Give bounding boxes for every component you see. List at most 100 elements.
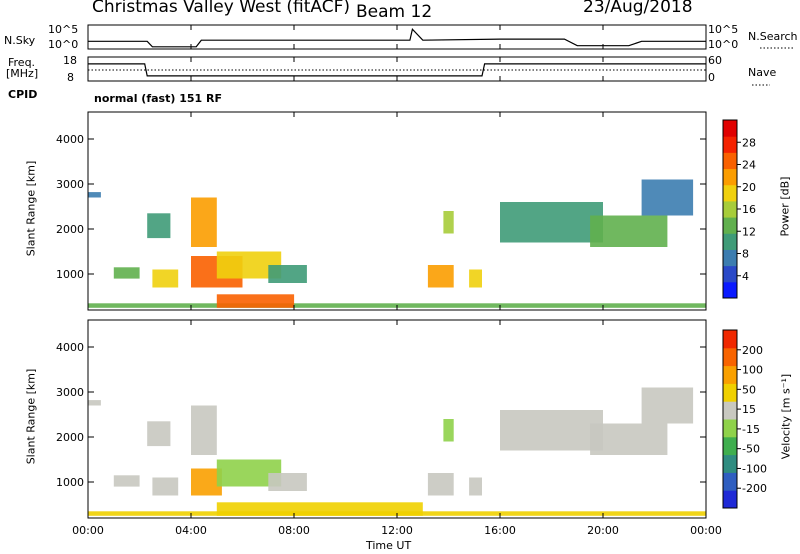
colorbar-label: -200 — [742, 482, 767, 495]
heat-cell-15 — [641, 179, 694, 216]
freq-unit-label: [MHz] — [6, 67, 39, 80]
colorbar-swatch — [723, 419, 737, 438]
colorbar-swatch — [723, 490, 737, 509]
colorbar-swatch — [723, 265, 737, 283]
velocity-colorbar: 200 100 50 15 -15 -50 -100 -200 — [722, 329, 767, 509]
colorbar-label: 24 — [742, 159, 756, 172]
colorbar-swatch — [723, 365, 737, 384]
y-tick-label: 2000 — [56, 431, 84, 444]
colorbar-frame — [722, 329, 738, 509]
noise-search-legend-line — [760, 47, 794, 49]
colorbar-label: 20 — [742, 181, 756, 194]
heat-cell-9 — [216, 502, 423, 516]
date-label: 23/Aug/2018 — [583, 0, 693, 17]
y-tick-label: 4000 — [56, 341, 84, 354]
heat-cell-14 — [590, 423, 668, 455]
heat-cell-1 — [113, 267, 140, 279]
power-heatmap — [88, 179, 706, 308]
colorbar-swatch — [723, 136, 737, 153]
colorbar-label: 100 — [742, 364, 763, 377]
heat-cell-4 — [191, 197, 217, 247]
heat-cell-2 — [147, 213, 171, 239]
colorbar-swatch — [723, 454, 737, 473]
noise-search-label: N.Search — [748, 30, 798, 43]
colorbar-swatch — [723, 152, 737, 170]
power-ylabel: Slant Range [km] — [24, 160, 38, 257]
freq-right-tick-top: 60 — [708, 54, 722, 67]
x-tick-label: 08:00 — [278, 524, 310, 537]
x-tick-label: 16:00 — [484, 524, 516, 537]
chart-title: Christmas Valley West (fitACF) — [92, 0, 351, 17]
freq-right-tick-bottom: 0 — [708, 71, 715, 84]
colorbar-swatch — [723, 249, 737, 267]
x-tick-label: 04:00 — [175, 524, 207, 537]
colorbar-swatch — [723, 472, 737, 491]
heat-cell-12 — [469, 477, 482, 496]
heat-cell-9 — [216, 294, 295, 308]
heat-cell-10 — [427, 265, 454, 288]
colorbar-label: 16 — [742, 203, 756, 216]
power-y-ticks: 4000 3000 2000 1000 — [56, 133, 706, 281]
velocity-colorbar-label: Velocity [m s⁻¹] — [779, 373, 793, 460]
freq-series — [88, 63, 706, 77]
x-tick-label: 12:00 — [381, 524, 413, 537]
heat-cell-4 — [191, 405, 217, 455]
heat-cell-12 — [469, 269, 482, 288]
noise-right-tick-top: 10^5 — [708, 23, 739, 36]
noise-line — [88, 27, 706, 48]
freq-left-tick-top: 18 — [63, 54, 77, 67]
colorbar-label: 8 — [742, 248, 749, 261]
colorbar-swatch — [723, 184, 737, 202]
heat-cell-2 — [147, 421, 171, 447]
noise-left-tick-bottom: 10^0 — [48, 38, 79, 51]
freq-line — [88, 63, 706, 77]
y-tick-label: 1000 — [56, 476, 84, 489]
colorbar-swatch — [723, 168, 737, 186]
velocity-heatmap — [88, 387, 706, 516]
nave-label: Nave — [748, 66, 777, 79]
heat-cell-15 — [641, 387, 694, 424]
heat-cell-0 — [88, 400, 101, 406]
heat-cell-13 — [500, 410, 603, 451]
power-colorbar: 28 24 20 16 12 8 4 — [722, 119, 756, 299]
velocity-ylabel: Slant Range [km] — [24, 368, 38, 465]
y-tick-label: 3000 — [56, 386, 84, 399]
colorbar-label: -50 — [742, 443, 760, 456]
x-axis-ticks: 00:00 04:00 08:00 12:00 16:00 20:00 00:00 — [72, 25, 722, 537]
freq-label: Freq. — [8, 56, 36, 69]
heat-cell-7 — [268, 473, 307, 491]
heat-cell-11 — [443, 419, 454, 442]
freq-left-tick-bottom: 8 — [67, 71, 74, 84]
colorbar-swatch — [723, 281, 737, 299]
y-tick-label: 3000 — [56, 178, 84, 191]
colorbar-label: 12 — [742, 225, 756, 238]
colorbar-swatch — [723, 217, 737, 234]
velocity-panel-frame — [87, 319, 707, 519]
colorbar-swatch — [723, 120, 737, 137]
y-tick-label: 2000 — [56, 223, 84, 236]
colorbar-swatch — [723, 383, 737, 402]
colorbar-label: 28 — [742, 136, 756, 149]
noise-left-tick-top: 10^5 — [48, 23, 79, 36]
colorbar-label: -15 — [742, 423, 760, 436]
heat-cell-3 — [152, 269, 179, 288]
colorbar-swatch — [723, 200, 737, 218]
cpid-mode: normal (fast) 151 RF — [94, 92, 222, 105]
beam-label: Beam 12 — [356, 2, 433, 22]
power-panel-frame — [87, 111, 707, 311]
colorbar-swatch — [723, 347, 737, 367]
velocity-y-ticks: 4000 3000 2000 1000 — [56, 341, 706, 489]
colorbar-swatch — [723, 436, 737, 456]
colorbar-swatch — [723, 330, 737, 349]
heat-cell-11 — [443, 211, 454, 234]
colorbar-label: 4 — [742, 270, 749, 283]
y-tick-label: 4000 — [56, 133, 84, 146]
y-tick-label: 1000 — [56, 268, 84, 281]
colorbar-swatch — [723, 233, 737, 250]
noise-series — [88, 27, 706, 48]
noise-right-tick-bottom: 10^0 — [708, 38, 739, 51]
heat-cell-13 — [500, 202, 603, 243]
heat-cell-14 — [590, 215, 668, 247]
cpid-label: CPID — [8, 88, 38, 101]
